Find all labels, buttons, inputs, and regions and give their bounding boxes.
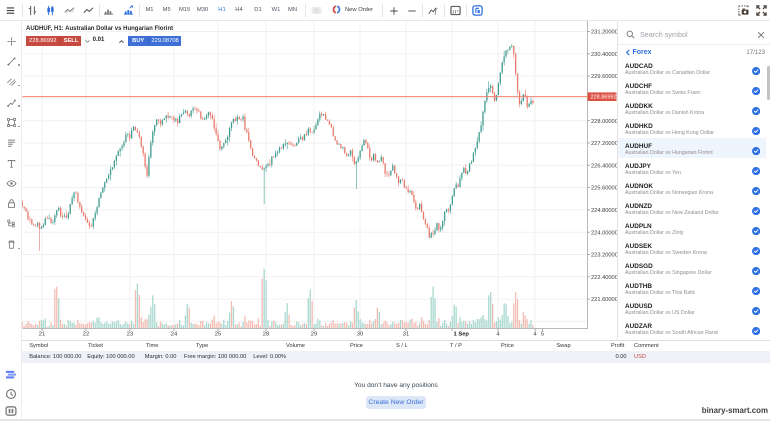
svg-text:4: 4: [533, 332, 537, 338]
svg-text:22: 22: [83, 332, 89, 338]
svg-text:1 Sep: 1 Sep: [454, 332, 470, 338]
svg-text:225.60000: 225.60000: [591, 186, 618, 192]
svg-text:30: 30: [357, 332, 363, 338]
svg-text:24: 24: [171, 332, 178, 338]
svg-text:221.60000: 221.60000: [591, 297, 618, 303]
svg-text:21: 21: [39, 332, 45, 338]
svg-text:227.20000: 227.20000: [591, 141, 618, 147]
svg-text:228.00000: 228.00000: [591, 119, 618, 125]
svg-text:228.86992: 228.86992: [591, 95, 617, 101]
svg-text:230.40000: 230.40000: [591, 52, 618, 58]
svg-text:224.00000: 224.00000: [591, 230, 618, 236]
svg-text:31: 31: [403, 332, 409, 338]
svg-text:f: f: [435, 6, 438, 15]
svg-text:4: 4: [496, 332, 500, 338]
svg-text:29: 29: [311, 332, 317, 338]
svg-text:226.40000: 226.40000: [591, 163, 618, 169]
svg-text:229.60000: 229.60000: [591, 74, 618, 80]
svg-text:224.80000: 224.80000: [591, 208, 618, 214]
svg-text:222.40000: 222.40000: [591, 275, 618, 281]
svg-text:23: 23: [127, 332, 133, 338]
svg-text:28: 28: [263, 332, 269, 338]
svg-text:223.20000: 223.20000: [591, 253, 618, 259]
svg-text:5: 5: [541, 332, 544, 338]
svg-text:231.20000: 231.20000: [591, 30, 618, 36]
svg-text:25: 25: [215, 332, 221, 338]
